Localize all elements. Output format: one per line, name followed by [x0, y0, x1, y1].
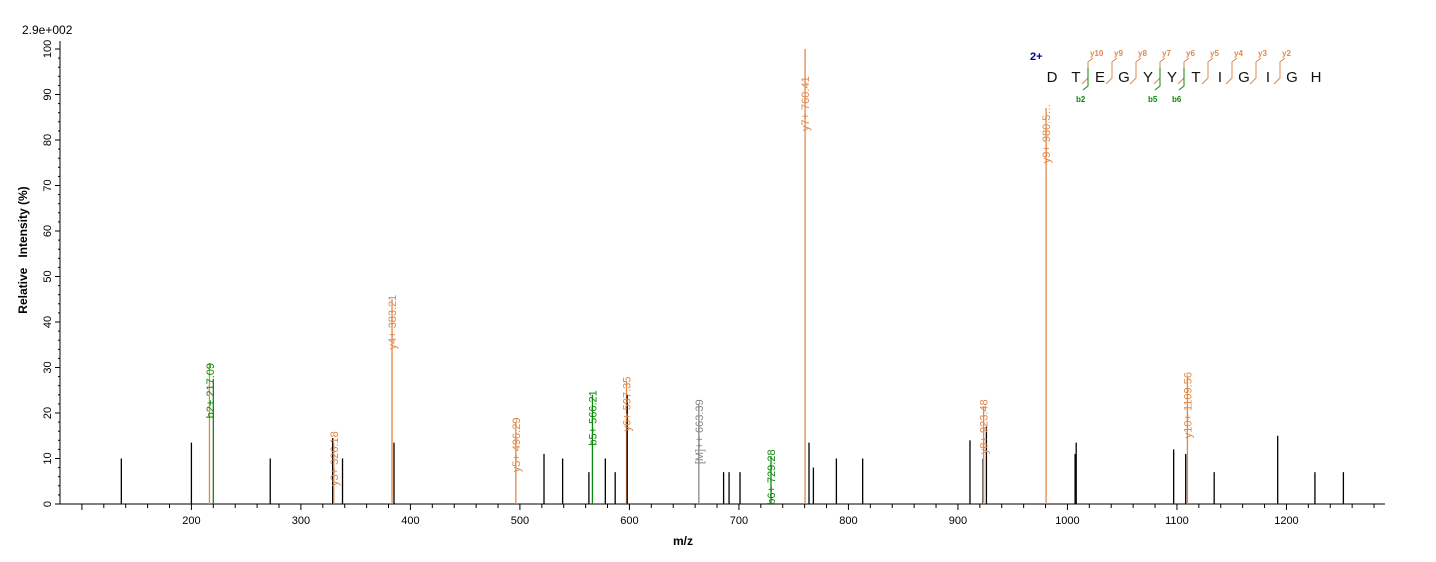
peak-label: y10+ 1109.56: [1182, 372, 1194, 438]
y-tick-label: 90: [42, 88, 54, 100]
y-ion-bracket: [1129, 57, 1142, 85]
y-tick-label: 80: [42, 134, 54, 146]
y-ion-label: y6: [1186, 49, 1195, 58]
y-tick-label: 10: [42, 452, 54, 464]
peak-label: b5+ 566.21: [587, 390, 599, 445]
y-tick-label: 60: [42, 225, 54, 237]
y-tick-label: 50: [42, 270, 54, 282]
b-ion-bracket: [1082, 68, 1089, 91]
sequence-residue: Y: [1143, 69, 1153, 86]
x-tick-label: 300: [292, 515, 310, 527]
y-tick-label: 40: [42, 316, 54, 328]
y-ion-bracket: [1273, 57, 1286, 85]
y-ion-bracket: [1225, 57, 1238, 85]
sequence-residue: D: [1047, 69, 1058, 86]
b-ion-label: b5: [1148, 95, 1158, 104]
sequence-residue: T: [1191, 69, 1200, 86]
peak-label: y5+ 496.29: [511, 418, 523, 473]
x-tick-label: 1200: [1274, 515, 1298, 527]
peak-label: y8+ 923.48: [979, 399, 991, 454]
y-tick-label: 20: [42, 407, 54, 419]
peak-label: y4+ 383.21: [387, 295, 399, 350]
y-tick-label: 100: [42, 40, 54, 58]
peak-group: [120, 49, 1345, 504]
x-tick-label: 500: [511, 515, 529, 527]
b-ion-label: b2: [1076, 95, 1086, 104]
b-ion-bracket: [1178, 68, 1185, 91]
sequence-residue: G: [1118, 69, 1130, 86]
y-ion-label: y5: [1210, 49, 1219, 58]
peak-label: [M]++ 663.39: [694, 399, 706, 464]
y-axis-title: Relative Intensity (%): [16, 186, 30, 313]
y-tick-label: 0: [42, 501, 54, 507]
x-tick-label: 600: [620, 515, 638, 527]
y-ion-label: y4: [1234, 49, 1243, 58]
x-tick-label: 1000: [1055, 515, 1079, 527]
sequence-residue: I: [1218, 69, 1222, 86]
peak-label: y6+ 597.35: [622, 377, 634, 432]
x-tick-label: 400: [401, 515, 419, 527]
intensity-scale-label: 2.9e+002: [22, 23, 73, 37]
sequence-residue: H: [1311, 69, 1322, 86]
x-tick-label: 1100: [1165, 515, 1189, 527]
sequence-residue: I: [1266, 69, 1270, 86]
peak-label-group: b2+ 217.09 y3+ 326.18 y4+ 383.21 y5+ 496.29…: [205, 76, 1194, 504]
x-tick-label: 200: [182, 515, 200, 527]
x-tick-label: 800: [839, 515, 857, 527]
peak-label: b2+ 217.09: [205, 363, 217, 418]
y-ion-bracket: [1201, 57, 1214, 85]
y-ion-bracket: [1105, 57, 1118, 85]
y-ion-label: y9: [1114, 49, 1123, 58]
y-tick-label: 70: [42, 179, 54, 191]
b-ion-bracket: [1154, 68, 1161, 91]
y-tick-label: 30: [42, 361, 54, 373]
sequence-residue: E: [1095, 69, 1105, 86]
x-axis-title: m/z: [673, 534, 693, 548]
sequence-residue: G: [1286, 69, 1298, 86]
y-ion-label: y8: [1138, 49, 1147, 58]
x-tick-label: 700: [730, 515, 748, 527]
axes: 0 10 20 30 40 50 60 70 80 90 100 200 300 400 500 600 700…: [42, 40, 1385, 527]
peak-label: y7+ 760.41: [800, 76, 812, 131]
y-ion-label: y10: [1090, 49, 1104, 58]
peak-label: b6+ 729.28: [766, 449, 778, 504]
charge-label: 2+: [1030, 51, 1043, 63]
peak-label: y3+ 326.18: [329, 431, 341, 486]
peak-label: y9+ 980.5…: [1041, 104, 1053, 164]
x-tick-label: 900: [949, 515, 967, 527]
y-ion-bracket: [1249, 57, 1262, 85]
y-ion-label: y2: [1282, 49, 1291, 58]
b-ion-label: b6: [1172, 95, 1182, 104]
sequence-residue: G: [1238, 69, 1250, 86]
y-ion-label: y3: [1258, 49, 1267, 58]
sequence-residue: T: [1071, 69, 1080, 86]
sequence-residue: Y: [1167, 69, 1177, 86]
y-ion-label: y7: [1162, 49, 1171, 58]
